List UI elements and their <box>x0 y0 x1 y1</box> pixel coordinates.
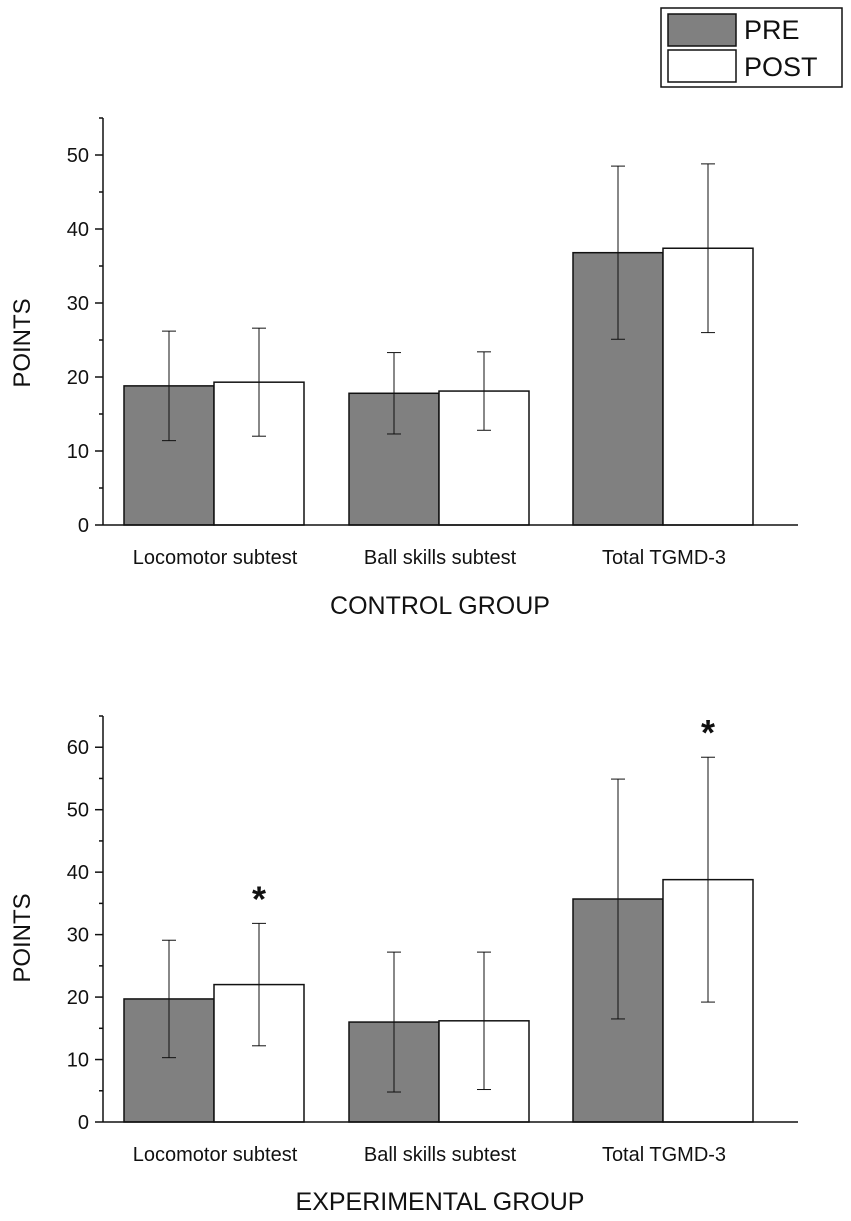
experimental-y-ticks: 0 10 20 30 40 50 60 <box>67 715 103 1134</box>
control-category-label-total: Total TGMD-3 <box>602 547 726 569</box>
experimental-error-bar-pre-ball-skills-subtest <box>387 951 401 1093</box>
control-y-tick-label-40: 40 <box>67 219 89 241</box>
legend: PRE POST <box>660 7 843 88</box>
experimental-y-tick-label-30: 30 <box>67 925 89 947</box>
experimental-error-bar-pre-locomotor-subtest <box>162 939 176 1059</box>
experimental-y-tick-label-60: 60 <box>67 737 89 759</box>
control-error-bar-post-locomotor-subtest <box>252 327 266 437</box>
control-error-bar-post-total-tgmd-3 <box>701 163 715 334</box>
experimental-group-title: EXPERIMENTAL GROUP <box>296 1188 585 1216</box>
control-y-axis-title: POINTS <box>9 298 36 387</box>
experimental-category-label-ball-skills: Ball skills subtest <box>364 1144 517 1166</box>
experimental-y-tick-label-40: 40 <box>67 862 89 884</box>
control-error-bar-pre-locomotor-subtest <box>162 330 176 442</box>
experimental-error-bar-post-total-tgmd-3 <box>701 756 715 1003</box>
control-y-tick-label-0: 0 <box>78 515 89 537</box>
control-y-tick-label-10: 10 <box>67 441 89 463</box>
legend-swatch-post <box>667 49 737 83</box>
control-y-tick-label-50: 50 <box>67 145 89 167</box>
experimental-category-label-locomotor: Locomotor subtest <box>133 1144 298 1166</box>
experimental-significance-marker-total-tgmd-3: * <box>701 712 715 753</box>
experimental-y-tick-label-0: 0 <box>78 1112 89 1134</box>
control-y-ticks: 0 10 20 30 40 50 <box>67 117 103 537</box>
experimental-error-bar-post-locomotor-subtest <box>252 922 266 1047</box>
legend-label-pre: PRE <box>744 15 800 45</box>
experimental-category-label-total: Total TGMD-3 <box>602 1144 726 1166</box>
experimental-y-tick-label-50: 50 <box>67 800 89 822</box>
control-y-tick-label-20: 20 <box>67 367 89 389</box>
legend-swatch-pre <box>667 13 737 47</box>
experimental-error-bar-pre-total-tgmd-3 <box>611 778 625 1020</box>
control-bars <box>123 163 754 526</box>
experimental-y-tick-label-20: 20 <box>67 987 89 1009</box>
control-error-bar-post-ball-skills-subtest <box>477 351 491 431</box>
control-y-tick-label-30: 30 <box>67 293 89 315</box>
control-error-bar-pre-ball-skills-subtest <box>387 352 401 435</box>
experimental-y-tick-label-10: 10 <box>67 1050 89 1072</box>
control-group-title: CONTROL GROUP <box>330 592 550 620</box>
experimental-significance-marker-locomotor-subtest: * <box>252 878 266 919</box>
experimental-y-axis-title: POINTS <box>9 893 36 982</box>
experimental-bars: ** <box>123 712 754 1123</box>
control-group-chart: 0 10 20 30 40 50 POINTS Locomotor subtest Bal… <box>9 117 798 620</box>
control-error-bar-pre-total-tgmd-3 <box>611 165 625 340</box>
legend-label-post: POST <box>744 52 818 82</box>
control-category-label-locomotor: Locomotor subtest <box>133 547 298 569</box>
control-category-label-ball-skills: Ball skills subtest <box>364 547 517 569</box>
experimental-error-bar-post-ball-skills-subtest <box>477 951 491 1091</box>
